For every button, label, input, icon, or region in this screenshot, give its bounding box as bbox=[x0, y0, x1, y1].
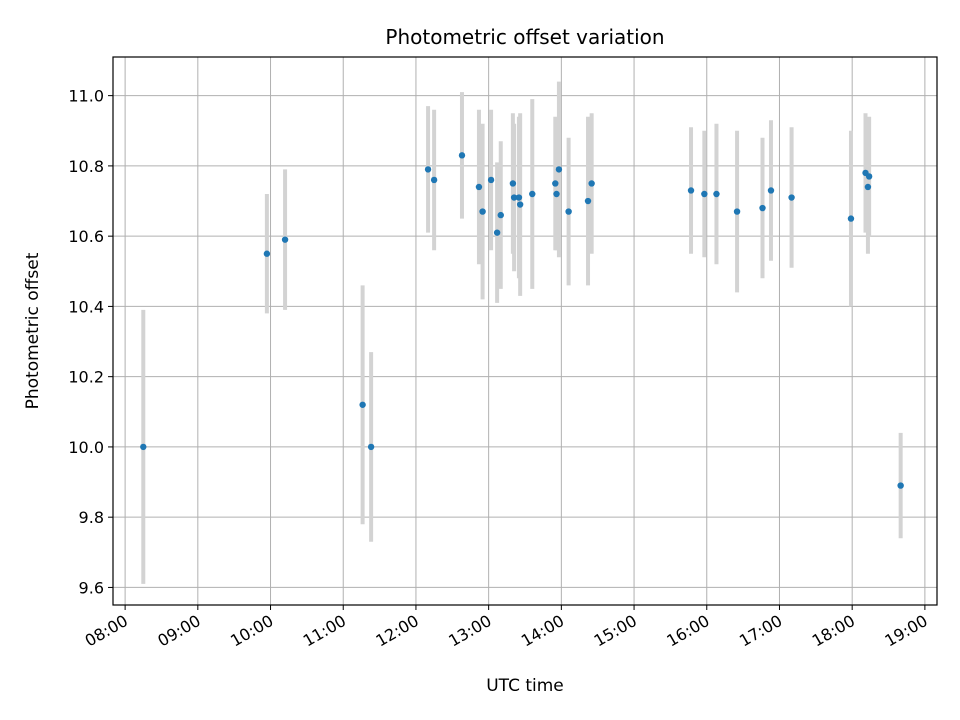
x-tick-label: 09:00 bbox=[154, 611, 203, 651]
data-point bbox=[847, 215, 855, 222]
chart-title: Photometric offset variation bbox=[385, 25, 664, 49]
y-tick-label: 9.6 bbox=[79, 578, 104, 597]
x-tick-label: 19:00 bbox=[881, 611, 930, 651]
x-tick-label: 17:00 bbox=[736, 611, 785, 651]
y-tick-label: 10.2 bbox=[68, 368, 104, 387]
y-tick-label: 11.0 bbox=[68, 87, 104, 106]
x-axis-label: UTC time bbox=[486, 676, 564, 696]
x-tick-label: 15:00 bbox=[591, 611, 640, 651]
data-point bbox=[509, 180, 517, 187]
plot-frame bbox=[112, 56, 938, 606]
y-tick-label: 10.6 bbox=[68, 227, 104, 246]
x-tick-label: 18:00 bbox=[809, 611, 858, 651]
data-point bbox=[516, 201, 524, 208]
data-point bbox=[565, 208, 572, 215]
data-point bbox=[701, 190, 708, 198]
data-point bbox=[281, 236, 289, 243]
data-point bbox=[424, 166, 432, 173]
y-tick-label: 10.4 bbox=[68, 297, 104, 316]
data-point bbox=[497, 211, 504, 219]
data-point bbox=[552, 180, 559, 187]
x-tick-label: 13:00 bbox=[445, 611, 494, 651]
data-point bbox=[584, 197, 592, 205]
data-point bbox=[367, 443, 375, 451]
data-point bbox=[140, 443, 147, 451]
data-point bbox=[515, 194, 523, 201]
data-point bbox=[493, 229, 501, 236]
data-point bbox=[864, 183, 872, 191]
grid-lines bbox=[113, 57, 937, 605]
data-point bbox=[713, 190, 720, 198]
data-point bbox=[555, 166, 563, 173]
data-point bbox=[553, 190, 560, 198]
y-tick-label: 9.8 bbox=[79, 508, 104, 527]
data-point bbox=[767, 187, 775, 194]
x-axis-ticks: 08:00 09:00 10:00 11:00 12:00 13:00 14:00 15:00… bbox=[82, 605, 931, 651]
x-tick-label: 10:00 bbox=[227, 611, 276, 651]
data-point bbox=[897, 482, 904, 489]
y-axis-ticks: 9.6 9.8 10.0 10.2 10.4 10.6 10.8 11.0 bbox=[68, 87, 113, 597]
x-tick-label: 08:00 bbox=[82, 611, 131, 651]
data-point bbox=[458, 152, 466, 159]
data-point bbox=[529, 190, 536, 198]
data-points bbox=[140, 152, 904, 489]
data-point bbox=[759, 204, 766, 212]
data-point bbox=[788, 194, 795, 201]
x-tick-label: 12:00 bbox=[373, 611, 422, 651]
data-point bbox=[733, 208, 741, 215]
y-tick-label: 10.8 bbox=[68, 157, 104, 176]
x-tick-label: 14:00 bbox=[518, 611, 567, 651]
data-point bbox=[588, 180, 595, 187]
data-point bbox=[865, 173, 873, 180]
data-point bbox=[479, 208, 486, 215]
y-axis-label: Photometric offset bbox=[23, 252, 43, 409]
error-bars bbox=[141, 81, 903, 584]
data-point bbox=[359, 401, 366, 408]
data-point bbox=[263, 250, 271, 257]
data-point bbox=[687, 187, 695, 194]
data-point bbox=[510, 194, 518, 201]
data-point bbox=[475, 183, 483, 191]
data-point bbox=[430, 176, 438, 184]
x-tick-label: 11:00 bbox=[300, 611, 349, 651]
data-point bbox=[487, 176, 495, 184]
x-tick-label: 16:00 bbox=[663, 611, 712, 651]
y-tick-label: 10.0 bbox=[68, 438, 104, 457]
